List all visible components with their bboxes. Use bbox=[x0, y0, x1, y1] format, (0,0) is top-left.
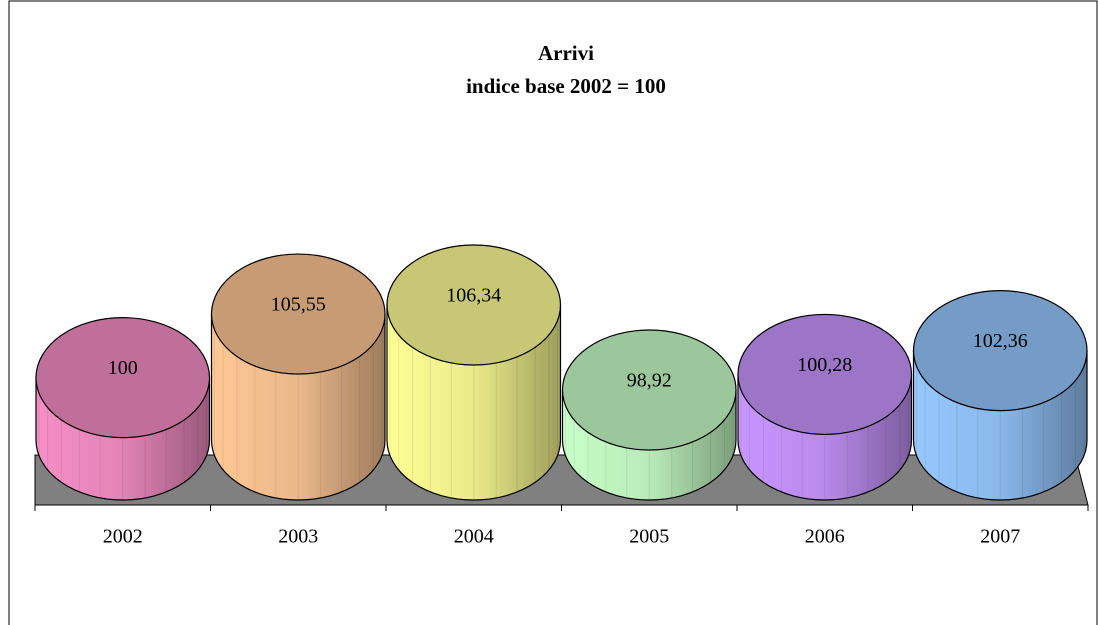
cylinder-top-shade bbox=[738, 314, 912, 435]
cylinder-top-shade bbox=[387, 245, 561, 365]
x-tick-label: 2002 bbox=[103, 526, 143, 548]
cylinder-top bbox=[386, 244, 562, 366]
cylinder-top bbox=[210, 253, 386, 375]
data-label: 98,92 bbox=[627, 370, 672, 392]
chart-title: Arrivi bbox=[538, 41, 594, 65]
cylinder-top bbox=[912, 289, 1088, 412]
x-tick-label: 2004 bbox=[454, 526, 494, 548]
cylinder-top bbox=[561, 329, 737, 451]
cylinder bbox=[386, 244, 562, 501]
x-tick-label: 2005 bbox=[629, 526, 669, 548]
cylinder bbox=[35, 317, 211, 501]
cylinder-top bbox=[737, 313, 913, 436]
cylinder-top bbox=[35, 317, 211, 439]
x-tick-label: 2003 bbox=[278, 526, 318, 548]
data-label: 106,34 bbox=[446, 285, 501, 307]
chart-subtitle: indice base 2002 = 100 bbox=[466, 74, 666, 98]
cylinder bbox=[210, 253, 386, 501]
cylinder-top-shade bbox=[36, 317, 210, 438]
cylinder-top-shade bbox=[211, 254, 385, 375]
x-tick-label: 2007 bbox=[980, 526, 1020, 548]
cylinder bbox=[561, 329, 737, 501]
cylinder bbox=[737, 313, 913, 501]
data-label: 102,36 bbox=[973, 330, 1028, 352]
cylinder-top-shade bbox=[913, 290, 1087, 411]
data-label: 100,28 bbox=[797, 354, 852, 376]
data-label: 100 bbox=[108, 357, 138, 379]
x-tick-label: 2006 bbox=[805, 526, 845, 548]
chart-border bbox=[8, 0, 1098, 625]
cylinder bbox=[912, 289, 1088, 501]
data-label: 105,55 bbox=[271, 294, 326, 316]
cylinder-top-shade bbox=[562, 330, 736, 450]
